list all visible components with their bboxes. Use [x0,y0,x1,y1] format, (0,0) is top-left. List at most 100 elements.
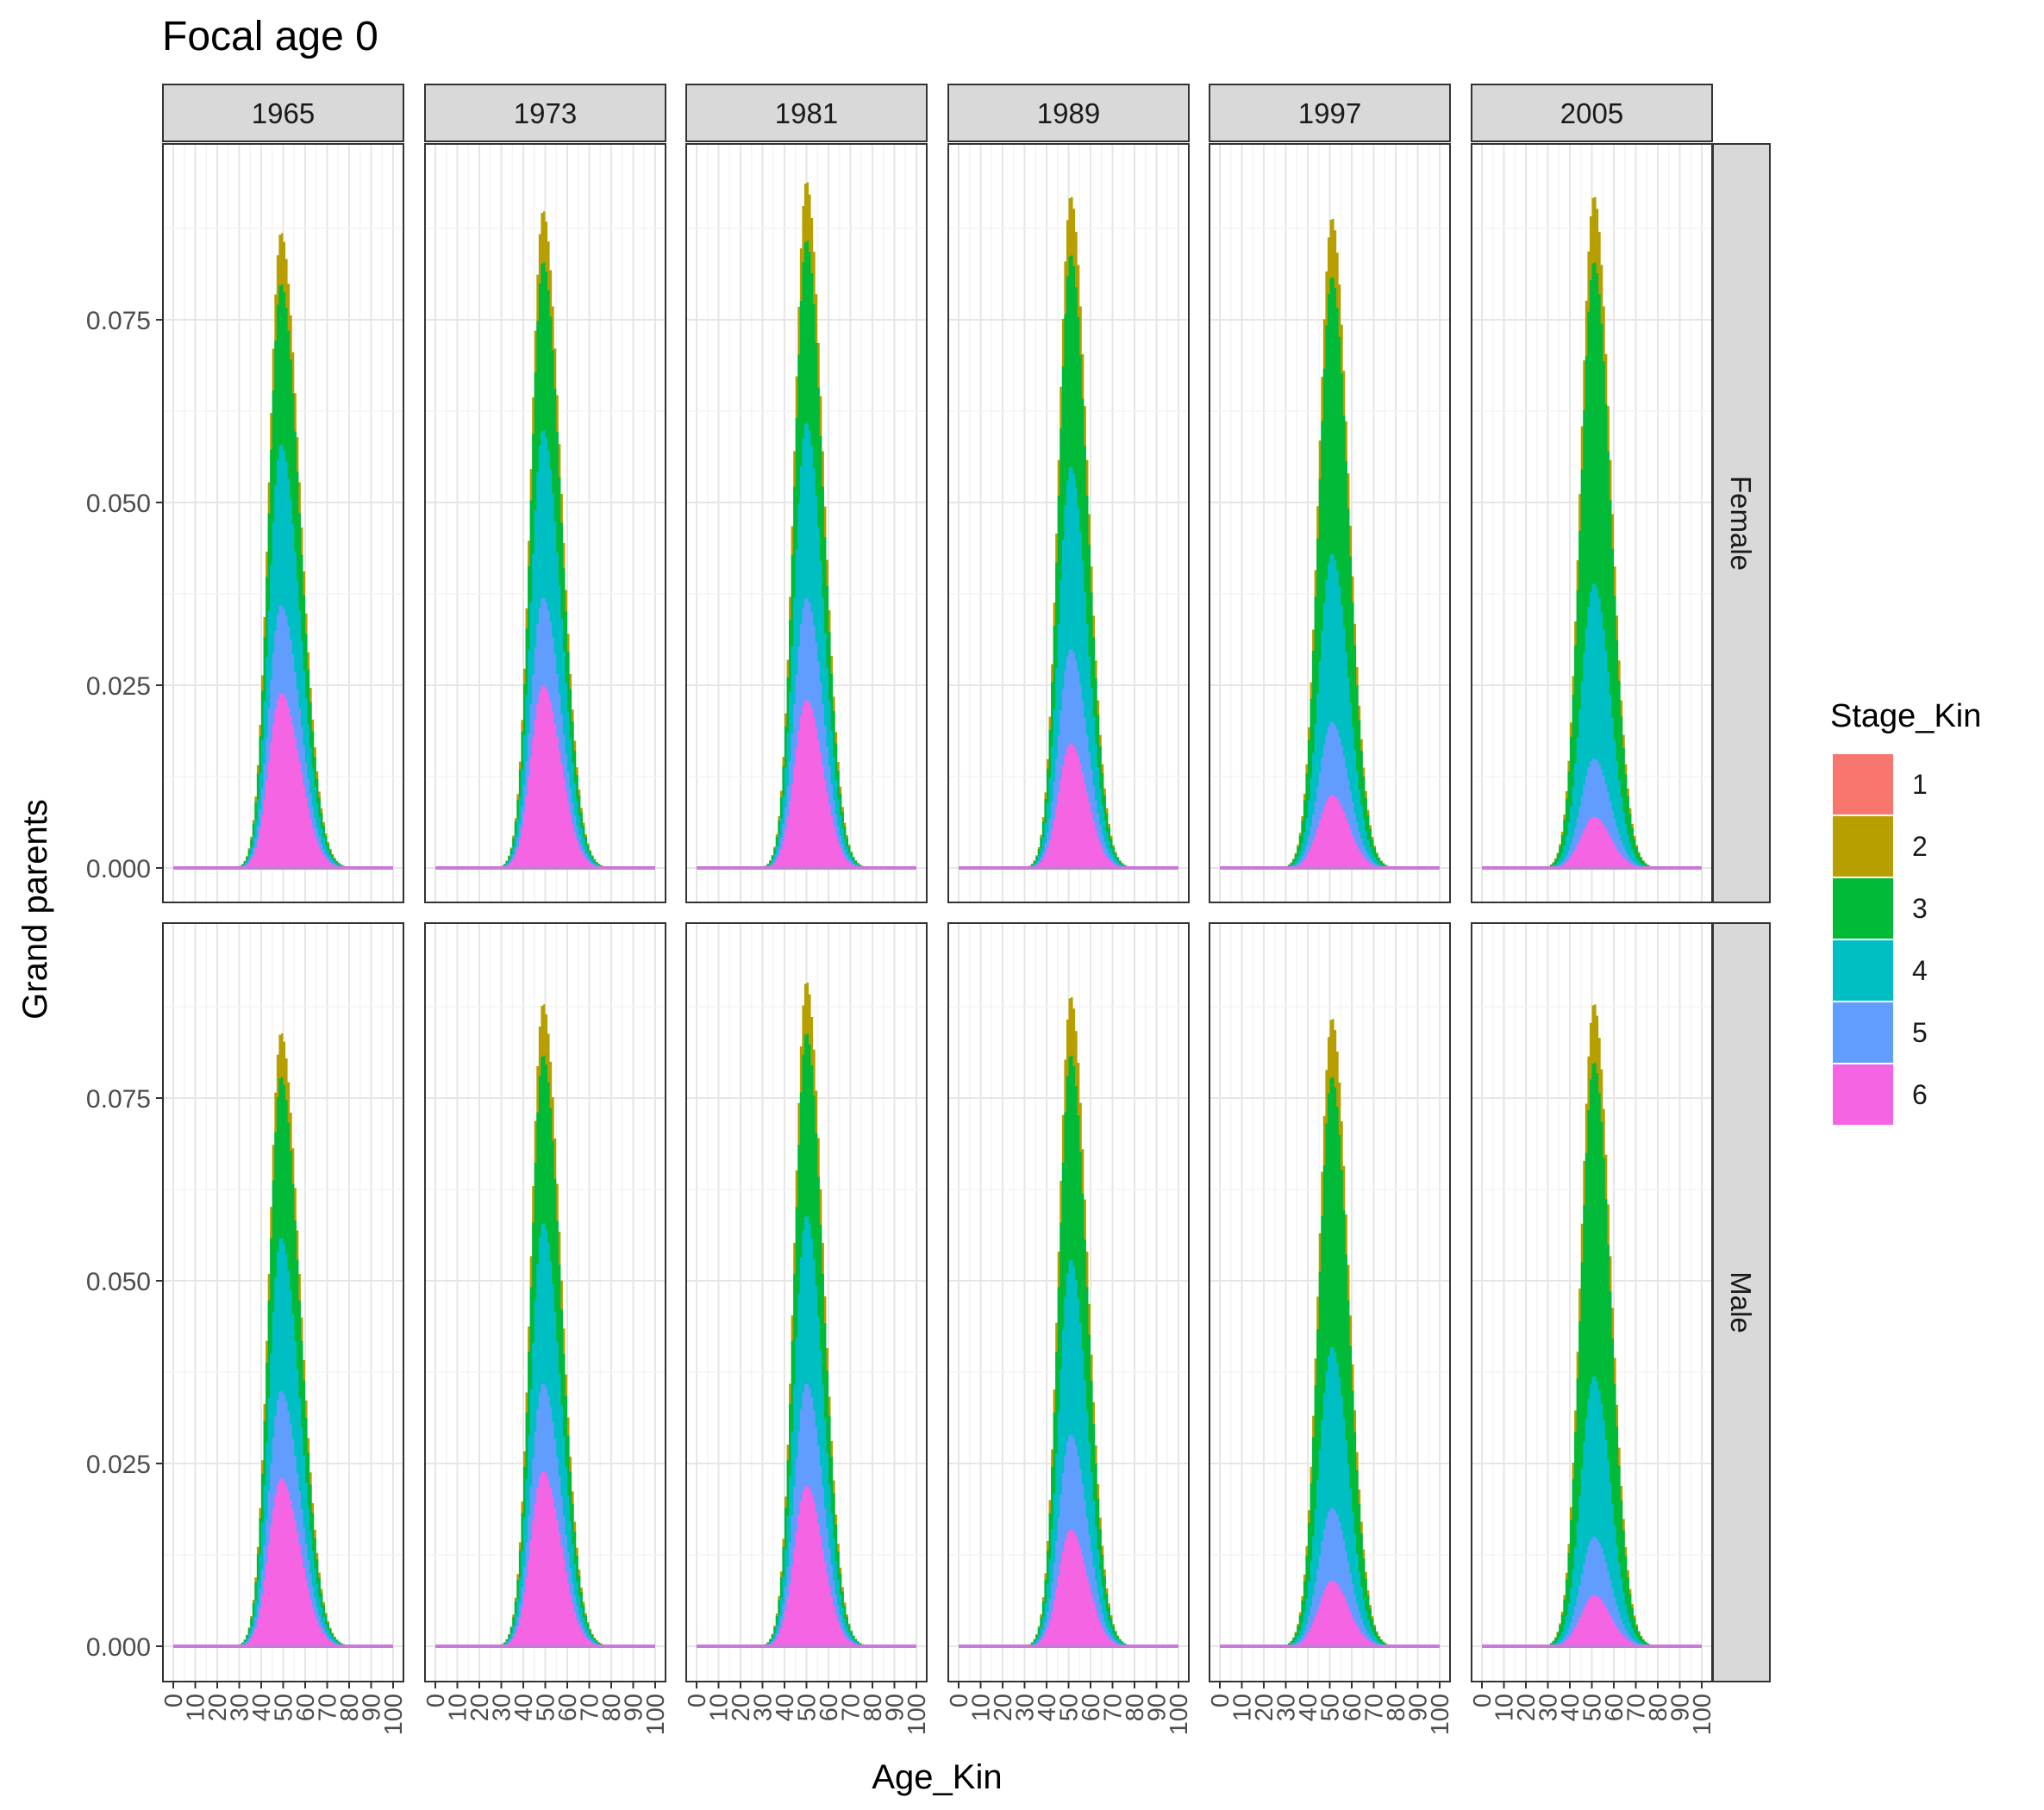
x-tick-label: 30 [1273,1694,1301,1721]
x-tick-label: 50 [1317,1694,1345,1721]
panel-female-1981 [685,143,928,903]
x-tick-label: 100 [1166,1694,1193,1735]
x-tick-label: 40 [1295,1694,1322,1721]
area-stage-6 [1220,795,1440,868]
x-tick-label: 50 [794,1694,822,1721]
area-stage-5 [1482,1537,1702,1646]
x-tick-label: 30 [489,1694,516,1721]
facet-strip-1973 [424,84,666,142]
legend-key-4 [1833,940,1893,1001]
panel-female-1973 [424,143,666,903]
area-stage-4 [1220,554,1440,868]
area-stage-6 [173,1478,393,1646]
x-tick-label: 0 [160,1694,188,1707]
panel-border [424,143,666,903]
y-tick-label: 0.025 [86,1451,151,1479]
area-stage-4 [1482,1376,1702,1646]
facet-strip-label: 1997 [1298,97,1361,129]
x-tick-label: 0 [422,1694,450,1707]
legend-label: 1 [1912,769,1928,800]
x-tick-label: 0 [1207,1694,1235,1707]
x-tick-label: 80 [336,1694,364,1721]
x-tick-label: 60 [816,1694,843,1721]
facet-strip-label: 2005 [1560,97,1623,129]
y-tick-label: 0.050 [86,1268,151,1296]
x-tick-label: 40 [510,1694,538,1721]
area-stage-6 [173,692,393,868]
area-stage-6 [959,744,1178,868]
x-tick-label: 20 [1513,1694,1541,1721]
panel-border [1471,143,1713,903]
x-tick-label: 10 [183,1694,210,1721]
legend-key-2 [1833,816,1893,877]
y-tick-label: 0.075 [86,307,151,335]
x-tick-label: 90 [882,1694,909,1721]
x-tick-label: 30 [1535,1694,1563,1721]
area-stage-6 [1482,816,1702,868]
x-tick-label: 90 [621,1694,648,1721]
legend-label: 4 [1912,955,1928,986]
x-tick-label: 40 [1034,1694,1061,1721]
facet-strip-1997 [1209,84,1451,142]
facet-strip-2005 [1471,84,1713,142]
legend-label: 3 [1912,893,1928,924]
x-tick-label: 80 [1383,1694,1410,1721]
x-tick-label: 100 [1427,1694,1454,1735]
legend-label: 5 [1912,1017,1928,1048]
x-tick-label: 60 [1078,1694,1105,1721]
x-tick-label: 10 [1491,1694,1519,1721]
x-tick-label: 60 [292,1694,320,1721]
facet-strip-label: Female [1725,476,1757,571]
x-tick-label: 80 [598,1694,626,1721]
area-stage-6 [435,685,655,868]
panel-border [685,143,928,903]
area-stage-6 [1220,1580,1440,1646]
x-tick-label: 40 [248,1694,276,1721]
y-tick-label: 0.025 [86,672,151,701]
area-stage-4 [1482,584,1702,868]
x-tick-label: 70 [1100,1694,1128,1721]
legend-label: 2 [1912,831,1928,862]
x-tick-label: 30 [227,1694,254,1721]
legend-label: 6 [1912,1079,1928,1110]
area-stage-6 [435,1470,655,1646]
x-tick-label: 80 [1122,1694,1149,1721]
area-stage-3 [1482,1063,1702,1646]
x-tick-label: 20 [204,1694,232,1721]
chart-title: Focal age 0 [162,14,378,59]
area-stage-5 [1220,721,1440,868]
area-stage-6 [697,1485,916,1646]
panel-female-1989 [947,143,1190,903]
panel-border [162,143,404,903]
x-tick-label: 100 [642,1694,670,1735]
x-tick-label: 50 [271,1694,298,1721]
x-tick-label: 90 [1405,1694,1433,1721]
panel-female-1965 [162,143,404,903]
x-tick-label: 10 [968,1694,996,1721]
y-tick-label: 0.000 [86,855,151,883]
legend-key-1 [1833,754,1893,814]
legend-key-5 [1833,1002,1893,1063]
y-axis-label: Grand parents [16,799,54,1020]
x-tick-label: 50 [533,1694,560,1721]
x-tick-label: 50 [1579,1694,1607,1721]
x-tick-label: 0 [946,1694,973,1707]
x-tick-label: 90 [1144,1694,1172,1721]
legend-items: 1 2 3 4 5 6 [1833,754,1928,1125]
facet-strip-label: 1981 [775,97,838,129]
x-tick-label: 0 [684,1694,711,1707]
y-tick-label: 0.075 [86,1085,151,1114]
x-tick-label: 20 [1251,1694,1278,1721]
facet-strip-label: Male [1725,1271,1757,1333]
facet-strip-label: 1989 [1037,97,1100,129]
panel-border [947,143,1190,903]
area-stage-6 [959,1529,1178,1646]
facet-panels: 1965 1973 1981 1989 1997 2005 Female Male 0.000 0… [86,84,1771,1735]
facet-strip-1965 [162,84,404,142]
y-tick-label: 0.050 [86,490,151,518]
x-tick-label: 10 [445,1694,472,1721]
x-tick-label: 70 [315,1694,342,1721]
x-tick-label: 40 [1557,1694,1585,1721]
